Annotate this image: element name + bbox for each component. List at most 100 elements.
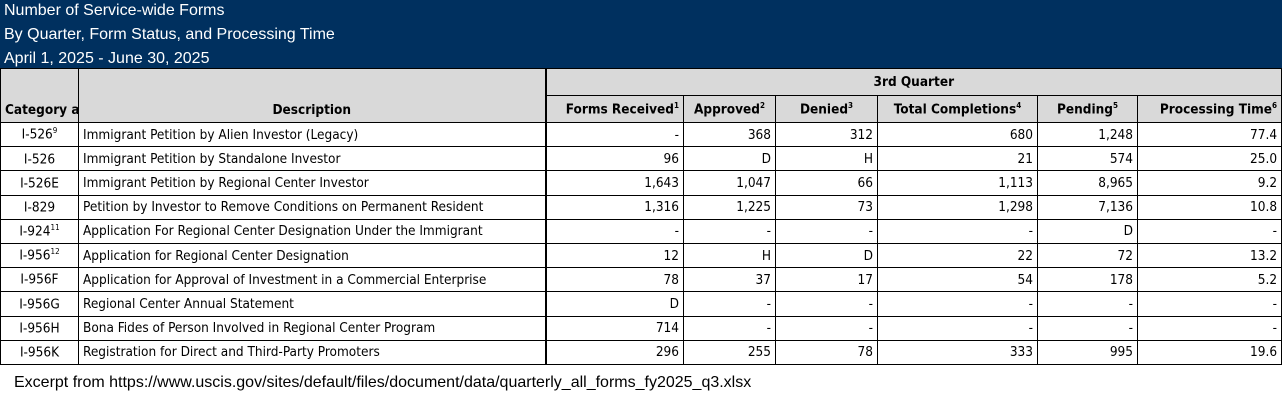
value-cell: 37	[683, 267, 776, 293]
value-cell: 1,047	[683, 170, 776, 196]
value-cell: -	[683, 218, 776, 244]
value-cell: 9.2	[1136, 170, 1282, 196]
value-cell: 73	[775, 194, 878, 220]
value-cell: -	[877, 218, 1038, 244]
category-cell: I-956K	[0, 339, 79, 365]
value-cell: 77.4	[1136, 121, 1282, 148]
description-cell: Immigrant Petition by Regional Center In…	[78, 170, 546, 196]
value-cell: -	[877, 315, 1038, 341]
category-cell: I-526	[0, 146, 79, 172]
table-row: I-526 Immigrant Petition by Standalone In…	[0, 146, 1282, 172]
value-cell: 1,316	[544, 194, 684, 220]
value-cell: -	[544, 121, 684, 148]
value-cell: 17	[775, 267, 878, 293]
value-cell: H	[683, 242, 776, 269]
table-row: I-956F Application for Approval of Invest…	[0, 267, 1282, 293]
description-cell: Regional Center Annual Statement	[78, 291, 546, 317]
value-cell: -	[1136, 315, 1282, 341]
value-cell: 12	[544, 242, 684, 269]
value-cell: 22	[877, 242, 1038, 269]
source-footnote: Excerpt from https://www.uscis.gov/sites…	[14, 374, 752, 391]
value-cell: D	[1037, 218, 1138, 244]
value-cell: -	[1037, 291, 1138, 317]
header-column: Processing Time6	[1136, 95, 1282, 123]
value-cell: 10.8	[1136, 194, 1282, 220]
report-date-range: April 1, 2025 - June 30, 2025	[4, 50, 210, 67]
value-cell: -	[775, 218, 878, 244]
value-cell: 54	[877, 267, 1038, 293]
value-cell: 1,225	[683, 194, 776, 220]
description-cell: Application for Approval of Investment i…	[78, 267, 546, 293]
report-title: Number of Service-wide Forms	[4, 2, 225, 19]
header-description: Description	[78, 68, 546, 123]
table-row: I-95612 Application for Regional Center D…	[0, 242, 1282, 269]
description-cell: Petition by Investor to Remove Condition…	[78, 194, 546, 220]
value-cell: 574	[1037, 146, 1138, 172]
description-cell: Application For Regional Center Designat…	[78, 218, 546, 244]
table-row: I-956H Bona Fides of Person Involved in R…	[0, 315, 1282, 341]
category-cell: I-956F	[0, 267, 79, 293]
value-cell: D	[683, 146, 776, 172]
report-subtitle: By Quarter, Form Status, and Processing …	[4, 26, 335, 43]
value-cell: 7,136	[1037, 194, 1138, 220]
description-cell: Bona Fides of Person Involved in Regiona…	[78, 315, 546, 341]
value-cell: D	[544, 291, 684, 317]
value-cell: 680	[877, 121, 1038, 148]
table-row: I-5269 Immigrant Petition by Alien Invest…	[0, 121, 1282, 148]
value-cell: 21	[877, 146, 1038, 172]
value-cell: 66	[775, 170, 878, 196]
value-cell: 714	[544, 315, 684, 341]
value-cell: -	[683, 315, 776, 341]
value-cell: -	[1136, 218, 1282, 244]
table-row: I-526E Immigrant Petition by Regional Cen…	[0, 170, 1282, 196]
value-cell: 72	[1037, 242, 1138, 269]
header-column: Total Completions4	[877, 95, 1038, 123]
description-cell: Immigrant Petition by Alien Investor (Le…	[78, 121, 546, 148]
header-column: Approved2	[683, 95, 776, 123]
description-cell: Registration for Direct and Third-Party …	[78, 339, 546, 365]
value-cell: 25.0	[1136, 146, 1282, 172]
value-cell: 19.6	[1136, 339, 1282, 365]
value-cell: 78	[544, 267, 684, 293]
value-cell: 255	[683, 339, 776, 365]
value-cell: 1,643	[544, 170, 684, 196]
description-cell: Application for Regional Center Designat…	[78, 242, 546, 269]
value-cell: 5.2	[1136, 267, 1282, 293]
value-cell: -	[775, 291, 878, 317]
category-cell: I-956H	[0, 315, 79, 341]
category-cell: I-92411	[0, 218, 79, 244]
table-row: I-829 Petition by Investor to Remove Cond…	[0, 194, 1282, 220]
header-column: Forms Received1	[544, 95, 684, 123]
category-cell: I-956G	[0, 291, 79, 317]
table-row: I-92411 Application For Regional Center D…	[0, 218, 1282, 244]
value-cell: 312	[775, 121, 878, 148]
value-cell: H	[775, 146, 878, 172]
value-cell: 1,298	[877, 194, 1038, 220]
value-cell: -	[877, 291, 1038, 317]
description-cell: Immigrant Petition by Standalone Investo…	[78, 146, 546, 172]
category-cell: I-526E	[0, 170, 79, 196]
header-column: Pending5	[1037, 95, 1138, 123]
category-cell: I-5269	[0, 121, 79, 148]
value-cell: -	[683, 291, 776, 317]
value-cell: D	[775, 242, 878, 269]
category-cell: I-829	[0, 194, 79, 220]
value-cell: 178	[1037, 267, 1138, 293]
value-cell: 296	[544, 339, 684, 365]
forms-table: Category a Description 3rd Quarter Forms…	[0, 68, 1282, 365]
value-cell: 96	[544, 146, 684, 172]
value-cell: 995	[1037, 339, 1138, 365]
report-title-banner: Number of Service-wide Forms By Quarter,…	[0, 0, 1282, 69]
category-cell: I-95612	[0, 242, 79, 269]
header-quarter: 3rd Quarter	[544, 68, 1282, 96]
value-cell: -	[775, 315, 878, 341]
value-cell: 1,113	[877, 170, 1038, 196]
value-cell: 13.2	[1136, 242, 1282, 269]
value-cell: -	[544, 218, 684, 244]
header-category: Category a	[0, 68, 79, 123]
table-row: I-956K Registration for Direct and Third-…	[0, 339, 1282, 365]
table-row: I-956G Regional Center Annual Statement D -…	[0, 291, 1282, 317]
value-cell: 1,248	[1037, 121, 1138, 148]
header-column: Denied3	[775, 95, 878, 123]
value-cell: -	[1136, 291, 1282, 317]
